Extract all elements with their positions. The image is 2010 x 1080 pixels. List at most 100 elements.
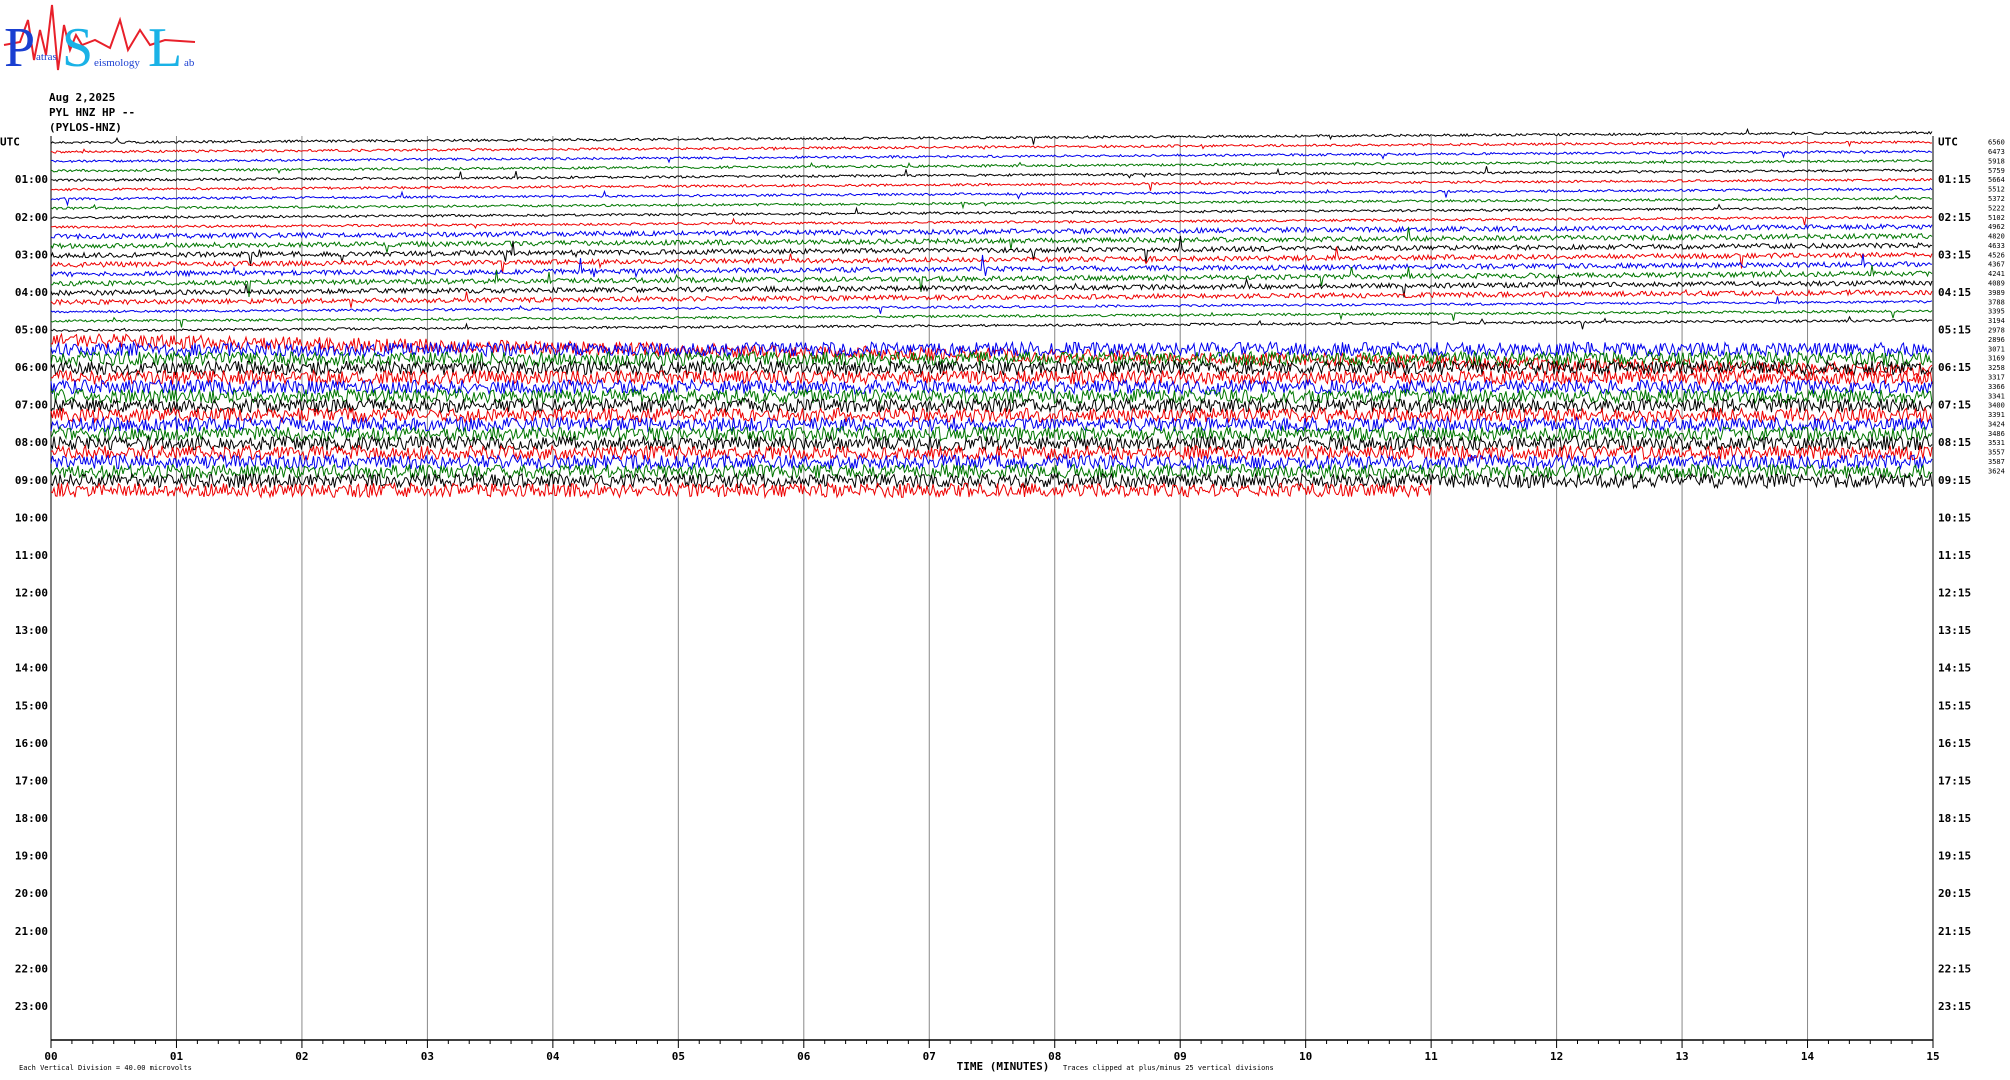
hour-label: 05:15 [1938,324,1971,337]
count-label: 5512 [1988,186,2005,194]
site: (PYLOS-HNZ) [49,121,122,134]
count-label: 2978 [1988,327,2005,335]
x-tick-label: 05 [672,1050,685,1063]
count-label: 3071 [1988,345,2005,353]
hour-label: 22:00 [15,962,48,975]
trace [50,253,1933,279]
count-label: 3194 [1988,317,2005,325]
count-label: 6560 [1988,139,2005,147]
x-tick-label: 15 [1926,1050,1939,1063]
hour-label: 02:00 [15,211,48,224]
hour-label: 15:15 [1938,699,1971,712]
count-label: 3587 [1988,458,2005,466]
trace [50,215,1933,229]
hour-label: 08:00 [15,436,48,449]
logo-letter: L [148,17,182,79]
hour-label: 14:15 [1938,662,1971,675]
hour-label: 06:00 [15,361,48,374]
trace [50,309,1933,328]
logo-letter: S [62,17,93,79]
hour-label: 20:00 [15,887,48,900]
hour-label: 18:00 [15,812,48,825]
count-label: 5759 [1988,167,2005,175]
hour-label: 03:00 [15,248,48,261]
hour-label: 17:00 [15,774,48,787]
x-tick-label: 11 [1425,1050,1439,1063]
trace [50,246,1933,274]
trace [50,195,1933,211]
hour-label: 21:15 [1938,925,1971,938]
hour-label: 17:15 [1938,774,1971,787]
hour-label: 18:15 [1938,812,1971,825]
trace [50,378,1933,396]
logo-word: ab [184,57,195,69]
x-tick-label: 02 [295,1050,308,1063]
trace [50,222,1933,241]
trace [50,462,1933,481]
trace [51,265,1933,297]
x-tick-label: 00 [44,1050,57,1063]
hour-label: 04:00 [15,286,48,299]
count-label: 4526 [1988,251,2005,259]
hour-label: 11:15 [1938,549,1971,562]
hour-label: 14:00 [15,662,48,675]
station: PYL HNZ HP -- [49,106,135,119]
count-label: 3341 [1988,392,2005,400]
count-label: 4089 [1988,280,2005,288]
trace [50,359,1933,377]
hour-label: 07:15 [1938,399,1971,412]
x-tick-label: 07 [923,1050,936,1063]
trace [50,127,1933,145]
hour-label: 16:00 [15,737,48,750]
traces [50,127,1933,500]
count-label: 4367 [1988,261,2005,269]
x-tick-label: 01 [170,1050,184,1063]
trace [50,187,1933,207]
count-label: 3395 [1988,308,2005,316]
trace [50,166,1933,183]
logo: P atras S eismology L ab [3,4,196,79]
count-label: 4241 [1988,270,2005,278]
hour-label: 05:00 [15,324,48,337]
hour-label: 13:00 [15,624,48,637]
x-tick-label: 08 [1048,1050,1061,1063]
hour-label: 10:15 [1938,511,1971,524]
logo-letter: P [4,17,35,79]
hour-label: 23:00 [15,1000,48,1013]
count-label: 5372 [1988,195,2005,203]
date: Aug 2,2025 [49,91,115,104]
count-label: 3317 [1988,373,2005,381]
trace [50,140,1933,154]
trace [50,149,1933,164]
count-label: 3557 [1988,449,2005,457]
trace [50,177,1933,192]
hour-label: UTC [1938,136,1958,149]
hour-label: 01:15 [1938,173,1971,186]
hour-label: 04:15 [1938,286,1971,299]
trace [50,434,1933,453]
logo-word: eismology [94,57,140,69]
count-label: 3258 [1988,364,2005,372]
trace [50,340,1933,359]
hour-label: 09:15 [1938,474,1971,487]
trace [50,235,1933,266]
hour-label: 08:15 [1938,436,1971,449]
trace [50,406,1933,424]
trace [50,481,1432,500]
hour-label: 11:00 [15,549,48,562]
trace [50,396,1933,414]
hour-label: 20:15 [1938,887,1971,900]
count-label: 6473 [1988,148,2005,156]
hour-label: 15:00 [15,699,48,712]
hour-label: 12:00 [15,587,48,600]
x-tick-label: 04 [546,1050,560,1063]
count-label: 3989 [1988,289,2005,297]
x-tick-label: 12 [1550,1050,1563,1063]
hour-label: 23:15 [1938,1000,1971,1013]
trace [50,296,1933,314]
x-tick-label: 13 [1675,1050,1688,1063]
hour-label: 01:00 [15,173,48,186]
hour-label: 12:15 [1938,587,1971,600]
count-label: 4633 [1988,242,2005,250]
